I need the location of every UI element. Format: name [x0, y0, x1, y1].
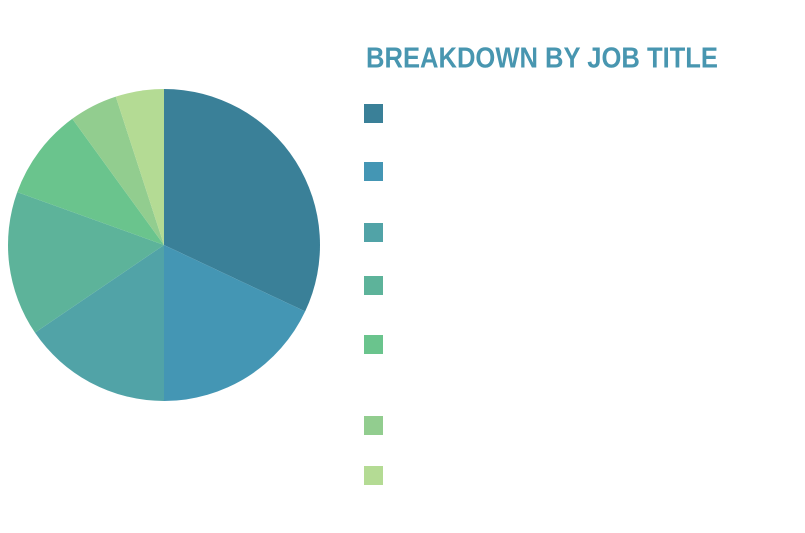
- pie-slice: [164, 89, 320, 312]
- legend-swatch: [364, 276, 383, 295]
- pie-slice: [115, 89, 164, 245]
- chart-title: BREAKDOWN BY JOB TITLE: [366, 43, 718, 75]
- legend-swatch: [364, 466, 383, 485]
- legend-swatch: [364, 104, 383, 123]
- legend-swatch: [364, 223, 383, 242]
- pie-slice: [34, 245, 164, 401]
- pie-slice: [164, 245, 306, 401]
- legend-swatch: [364, 335, 383, 354]
- pie-slice: [17, 118, 165, 245]
- legend-swatch: [364, 162, 383, 181]
- pie-slice: [72, 96, 164, 245]
- legend-swatch: [364, 416, 383, 435]
- pie-slice: [7, 192, 164, 333]
